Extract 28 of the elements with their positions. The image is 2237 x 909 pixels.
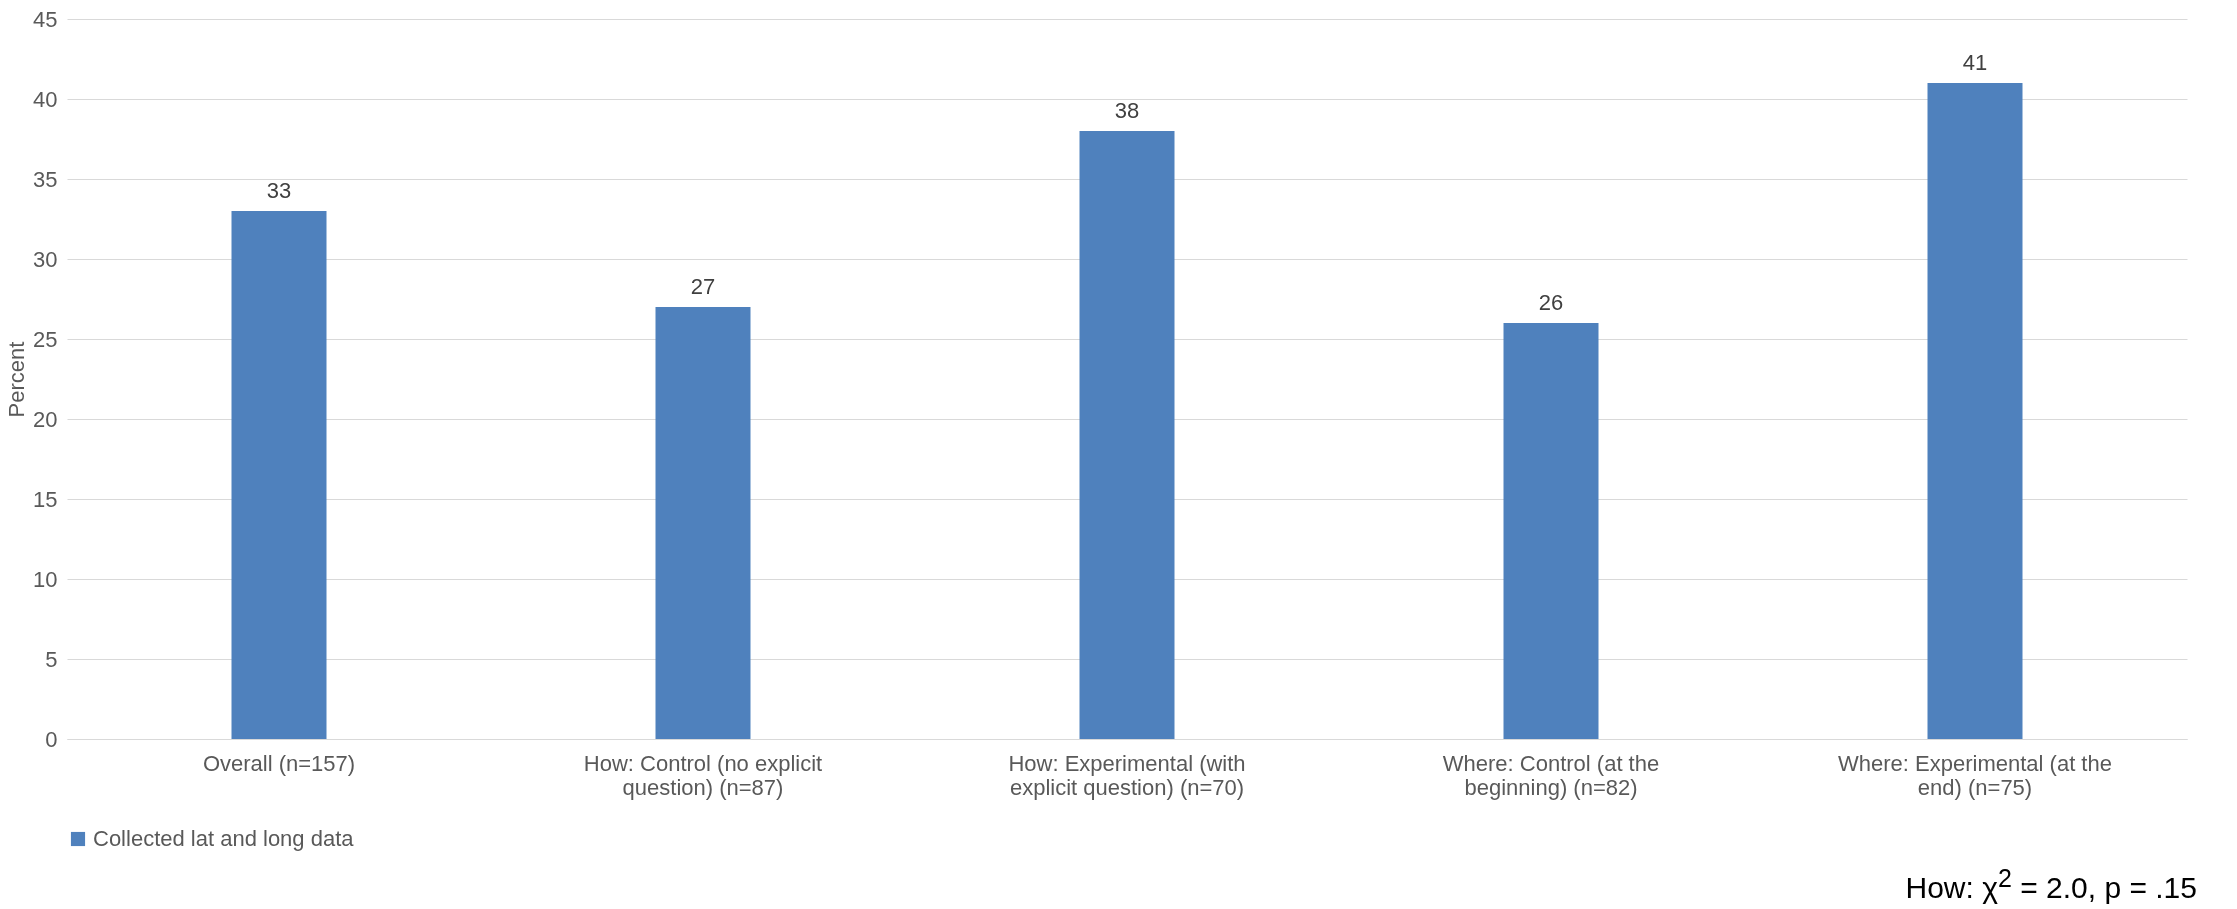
data-label: 38	[1114, 98, 1140, 123]
y-tick-label: 15	[33, 486, 58, 512]
y-tick-label: 20	[33, 406, 58, 432]
x-tick-label: Overall (n=157)	[202, 750, 356, 776]
y-tick-label: 5	[45, 646, 58, 672]
x-tick-label: How: Control (no explicit question) (n=87)	[583, 750, 823, 800]
y-tick-label: 45	[33, 6, 58, 32]
bar	[231, 211, 327, 739]
data-label: 41	[1962, 50, 1988, 75]
y-tick-label: 30	[33, 246, 58, 272]
text: How: χ$^{2}$ = 2.0, p = .15	[1905, 864, 2197, 905]
y-tick-label: 40	[33, 86, 58, 112]
x-tick-label: How: Experimental (with explicit question) (n=70)	[1008, 750, 1246, 800]
data-label: 33	[266, 178, 292, 203]
y-tick-label: 35	[33, 166, 58, 192]
legend-label: Collected lat and long data	[93, 826, 355, 851]
bar	[655, 307, 751, 739]
y-tick-label: 0	[45, 726, 58, 752]
x-tick-label: Where: Control (at the beginning) (n=82)	[1442, 750, 1660, 800]
data-label: 27	[690, 274, 716, 299]
bar	[1503, 323, 1599, 739]
bar	[1079, 131, 1175, 739]
y-tick-label: 25	[33, 326, 58, 352]
data-label: 26	[1538, 290, 1564, 315]
y-tick-label: 10	[33, 566, 58, 592]
x-tick-label: Where: Experimental (at the end) (n=75)	[1838, 750, 2112, 800]
y-axis-title: Percent	[4, 341, 30, 418]
bar	[1927, 83, 2023, 739]
